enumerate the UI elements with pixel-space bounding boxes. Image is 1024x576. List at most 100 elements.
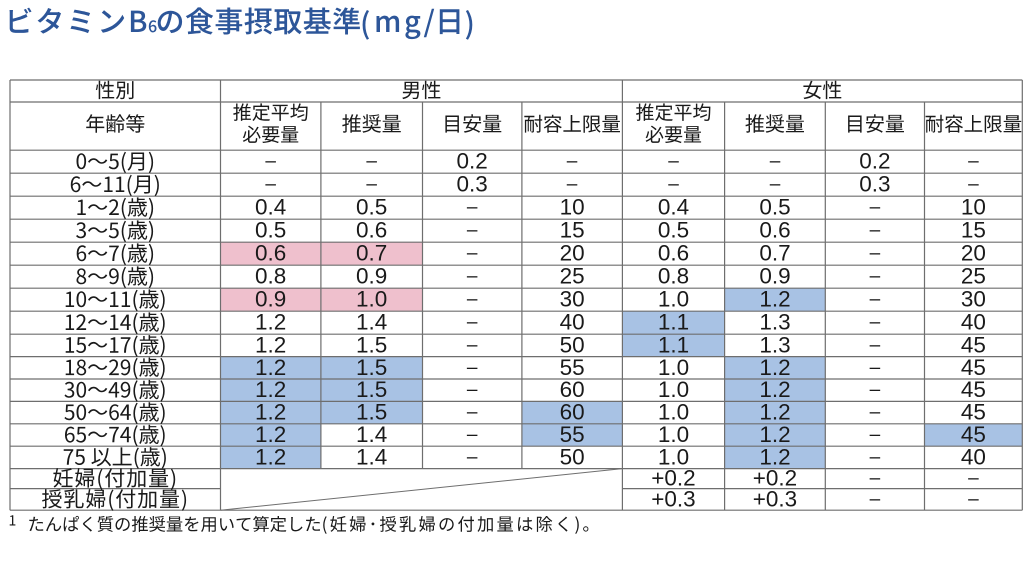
svg-text:1.2: 1.2: [759, 400, 790, 425]
svg-text:15: 15: [961, 218, 986, 243]
svg-text:1.0: 1.0: [658, 444, 689, 469]
svg-text:50: 50: [560, 332, 585, 357]
svg-text:–: –: [870, 402, 881, 423]
svg-text:25: 25: [961, 264, 986, 289]
svg-text:–: –: [467, 402, 478, 423]
svg-text:45: 45: [961, 332, 986, 357]
svg-text:1.5: 1.5: [356, 377, 387, 402]
svg-text:–: –: [467, 243, 478, 264]
svg-text:20: 20: [961, 241, 986, 266]
svg-text:30: 30: [961, 287, 986, 312]
svg-text:0.3: 0.3: [859, 172, 890, 197]
svg-text:–: –: [870, 380, 881, 401]
svg-text:–: –: [467, 312, 478, 333]
svg-text:20: 20: [560, 241, 585, 266]
svg-text:–: –: [467, 357, 478, 378]
svg-text:45: 45: [961, 355, 986, 380]
svg-text:–: –: [467, 447, 478, 468]
svg-text:1.0: 1.0: [658, 377, 689, 402]
svg-text:40: 40: [961, 444, 986, 469]
svg-text:1.2: 1.2: [255, 422, 286, 447]
svg-text:1.2: 1.2: [759, 377, 790, 402]
svg-text:1.0: 1.0: [658, 400, 689, 425]
svg-text:45: 45: [961, 422, 986, 447]
svg-text:1.4: 1.4: [356, 422, 387, 447]
svg-text:–: –: [467, 380, 478, 401]
svg-text:0.2: 0.2: [859, 149, 890, 174]
svg-text:–: –: [870, 289, 881, 310]
svg-text:0.5: 0.5: [356, 195, 387, 220]
svg-text:60: 60: [560, 377, 585, 402]
svg-text:–: –: [870, 489, 881, 510]
svg-text:–: –: [467, 266, 478, 287]
svg-text:45: 45: [961, 377, 986, 402]
svg-text:–: –: [870, 357, 881, 378]
svg-text:0.2: 0.2: [457, 149, 488, 174]
svg-text:–: –: [870, 447, 881, 468]
svg-text:–: –: [467, 335, 478, 356]
svg-text:0.6: 0.6: [356, 218, 387, 243]
svg-text:1.2: 1.2: [255, 444, 286, 469]
svg-text:1.2: 1.2: [255, 332, 286, 357]
svg-text:1.0: 1.0: [658, 355, 689, 380]
svg-text:1.1: 1.1: [658, 332, 689, 357]
svg-text:–: –: [366, 174, 377, 195]
svg-text:1.2: 1.2: [255, 400, 286, 425]
svg-text:–: –: [870, 197, 881, 218]
svg-text:1.5: 1.5: [356, 332, 387, 357]
svg-text:1.0: 1.0: [356, 287, 387, 312]
svg-text:0.8: 0.8: [255, 264, 286, 289]
svg-text:–: –: [265, 174, 276, 195]
svg-text:40: 40: [560, 310, 585, 335]
svg-text:–: –: [770, 151, 781, 172]
svg-text:0.7: 0.7: [356, 241, 387, 266]
svg-text:55: 55: [560, 422, 585, 447]
svg-text:–: –: [366, 151, 377, 172]
svg-text:10: 10: [560, 195, 585, 220]
svg-text:0.4: 0.4: [255, 195, 286, 220]
svg-text:60: 60: [560, 400, 585, 425]
svg-text:–: –: [968, 489, 979, 510]
svg-text:50: 50: [560, 444, 585, 469]
svg-text:–: –: [870, 312, 881, 333]
svg-text:0.4: 0.4: [658, 195, 689, 220]
svg-text:1.2: 1.2: [255, 355, 286, 380]
svg-text:–: –: [968, 174, 979, 195]
svg-text:1.0: 1.0: [658, 422, 689, 447]
svg-text:1.3: 1.3: [759, 332, 790, 357]
svg-text:–: –: [770, 174, 781, 195]
svg-text:0.9: 0.9: [356, 264, 387, 289]
svg-text:0.3: 0.3: [457, 172, 488, 197]
svg-text:+0.3: +0.3: [651, 486, 695, 511]
svg-text:+0.3: +0.3: [753, 486, 797, 511]
svg-text:–: –: [870, 425, 881, 446]
svg-text:–: –: [968, 468, 979, 489]
svg-text:0.9: 0.9: [759, 264, 790, 289]
svg-text:–: –: [467, 220, 478, 241]
svg-text:–: –: [870, 335, 881, 356]
svg-text:0.5: 0.5: [255, 218, 286, 243]
svg-text:–: –: [265, 151, 276, 172]
svg-text:10: 10: [961, 195, 986, 220]
svg-text:0.6: 0.6: [255, 241, 286, 266]
svg-text:30: 30: [560, 287, 585, 312]
svg-text:0.5: 0.5: [658, 218, 689, 243]
svg-text:1.2: 1.2: [759, 355, 790, 380]
svg-text:–: –: [668, 174, 679, 195]
svg-text:0.5: 0.5: [759, 195, 790, 220]
svg-text:0.6: 0.6: [658, 241, 689, 266]
svg-text:1.2: 1.2: [759, 444, 790, 469]
svg-text:1.5: 1.5: [356, 355, 387, 380]
svg-text:1.4: 1.4: [356, 310, 387, 335]
svg-text:55: 55: [560, 355, 585, 380]
svg-text:–: –: [870, 243, 881, 264]
svg-text:–: –: [870, 468, 881, 489]
svg-text:1.0: 1.0: [658, 287, 689, 312]
svg-text:15: 15: [560, 218, 585, 243]
svg-text:–: –: [668, 151, 679, 172]
svg-text:0.6: 0.6: [759, 218, 790, 243]
svg-text:–: –: [467, 425, 478, 446]
svg-text:1.3: 1.3: [759, 310, 790, 335]
svg-text:–: –: [870, 220, 881, 241]
svg-text:–: –: [467, 197, 478, 218]
